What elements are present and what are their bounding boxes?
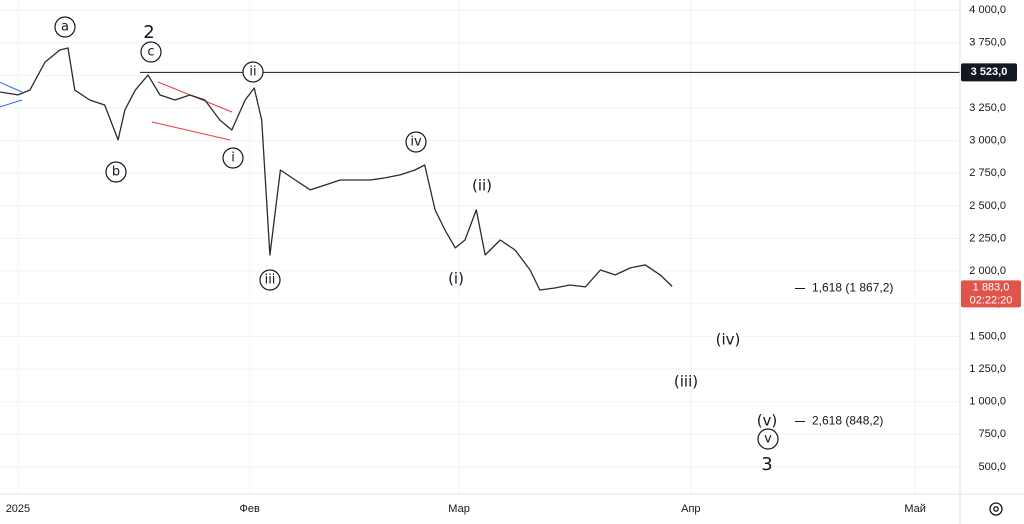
wave-label: 3 xyxy=(761,454,772,475)
y-tick-label: 2 000,0 xyxy=(969,265,1006,277)
wave-circle xyxy=(242,61,264,83)
x-tick-label: Мар xyxy=(448,503,470,515)
wave-label: b xyxy=(112,165,120,180)
trend-line xyxy=(0,99,23,108)
settings-icon[interactable] xyxy=(989,502,1003,516)
y-tick-label: 4 000,0 xyxy=(969,4,1006,16)
x-tick-label: Апр xyxy=(681,503,700,515)
y-tick-label: 500,0 xyxy=(978,461,1006,473)
wave-circle xyxy=(757,428,779,450)
wave-label: (ii) xyxy=(472,177,492,195)
fib-label: 1,618 (1 867,2) xyxy=(812,281,893,295)
x-tick-label: Май xyxy=(904,503,926,515)
wave-circle xyxy=(54,16,76,38)
last-price-label: 1 883,0 xyxy=(973,281,1010,293)
y-tick-label: 1 250,0 xyxy=(969,363,1006,375)
wave-label: c xyxy=(147,45,154,60)
level-label: 3 523,0 xyxy=(971,66,1008,78)
wave-label: iv xyxy=(410,135,422,150)
y-tick-label: 2 750,0 xyxy=(969,167,1006,179)
y-tick-label: 2 250,0 xyxy=(969,232,1006,244)
wave-label: i xyxy=(231,151,235,166)
level-label-box xyxy=(961,63,1017,82)
grid xyxy=(0,0,960,494)
wave-label: (v) xyxy=(757,412,778,430)
wave-label: a xyxy=(61,20,69,35)
gear-hub[interactable] xyxy=(993,506,999,512)
y-tick-label: 750,0 xyxy=(978,428,1006,440)
wave-circle xyxy=(259,269,281,291)
last-price-box xyxy=(961,280,1021,308)
x-tick-label: Фев xyxy=(240,503,260,515)
y-tick-label: 3 750,0 xyxy=(969,37,1006,49)
channel-line xyxy=(151,121,231,141)
y-tick-label: 2 500,0 xyxy=(969,200,1006,212)
trend-line xyxy=(0,81,23,93)
countdown-label: 02:22:20 xyxy=(970,294,1013,306)
wave-label: v xyxy=(764,432,772,447)
price-line xyxy=(0,47,673,291)
fib-label: 2,618 (848,2) xyxy=(812,414,883,428)
y-tick-label: 3 250,0 xyxy=(969,102,1006,114)
y-tick-label: 1 500,0 xyxy=(969,330,1006,342)
wave-label: 2 xyxy=(143,22,154,43)
wave-circle xyxy=(222,147,244,169)
plot: 1,618 (1 867,2)2,618 (848,2)a 2cbiiiiiiiv… xyxy=(0,16,960,475)
wave-circle xyxy=(105,161,127,183)
wave-label: (iv) xyxy=(716,331,741,349)
x-tick-label: 2025 xyxy=(6,503,30,515)
wave-circle xyxy=(405,131,427,153)
wave-label: iii xyxy=(265,273,276,288)
wave-circle xyxy=(140,41,162,63)
gear[interactable] xyxy=(989,502,1003,516)
y-tick-label: 1 000,0 xyxy=(969,396,1006,408)
wave-label: ii xyxy=(249,65,256,80)
wave-label: (i) xyxy=(448,270,464,288)
y-tick-label: 3 000,0 xyxy=(969,135,1006,147)
wave-label: (iii) xyxy=(674,373,698,391)
